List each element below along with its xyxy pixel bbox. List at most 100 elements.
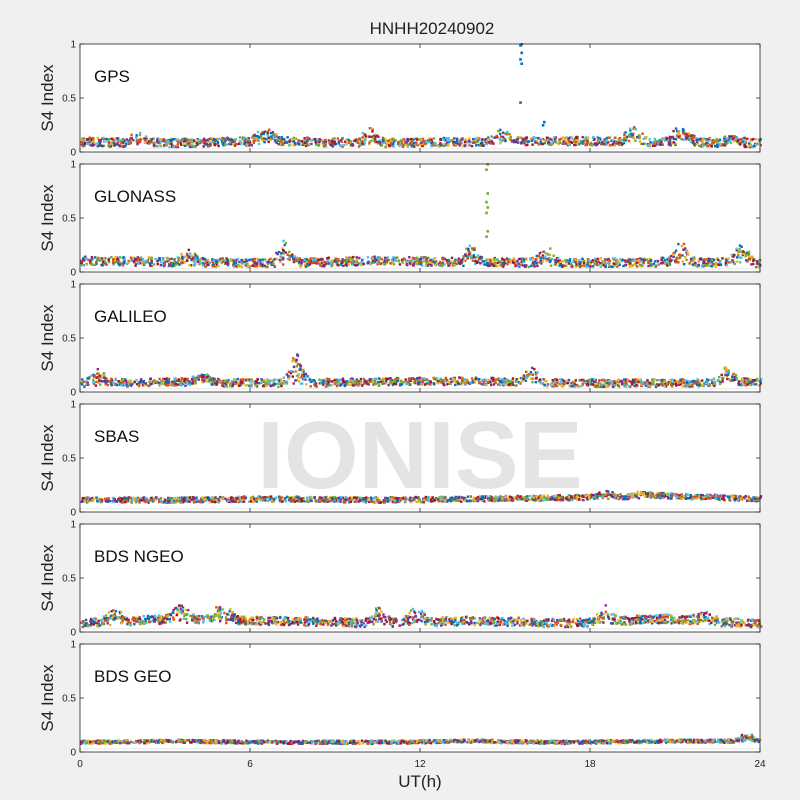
data-point (427, 379, 431, 383)
data-point (80, 143, 83, 146)
data-point (105, 377, 108, 380)
data-point (674, 249, 678, 252)
data-point (725, 368, 728, 371)
data-point (486, 261, 489, 265)
data-point (493, 260, 496, 263)
data-point (531, 366, 534, 370)
data-point (186, 143, 189, 147)
data-point (461, 257, 465, 261)
data-point (204, 261, 208, 265)
data-point (735, 378, 739, 381)
data-point (377, 260, 381, 263)
data-point (164, 141, 167, 145)
data-point (740, 256, 743, 260)
data-point (711, 381, 714, 384)
data-point (682, 381, 685, 385)
data-point (589, 261, 593, 264)
data-point (736, 140, 740, 143)
data-point (589, 383, 592, 386)
data-point (83, 138, 87, 141)
data-point (406, 137, 409, 141)
data-point (182, 382, 185, 385)
data-point (675, 384, 678, 387)
data-point (458, 259, 462, 262)
data-point (375, 258, 378, 262)
data-point (139, 138, 142, 141)
data-point (466, 257, 469, 260)
data-point (354, 379, 357, 382)
data-point (587, 379, 590, 382)
data-point (278, 382, 282, 385)
data-point (601, 142, 604, 145)
data-point (362, 140, 365, 144)
data-point (355, 258, 359, 261)
data-point (478, 257, 481, 260)
data-point (99, 259, 103, 262)
data-point (457, 257, 461, 260)
data-point (714, 262, 717, 266)
data-point (245, 379, 248, 382)
data-point (260, 138, 264, 141)
data-point (149, 137, 152, 141)
data-point (232, 258, 235, 262)
data-point (470, 377, 474, 380)
data-point (672, 137, 676, 140)
data-point (627, 139, 631, 143)
data-point (112, 258, 115, 261)
data-point (81, 137, 84, 140)
data-point (347, 263, 351, 266)
data-point (424, 264, 427, 267)
data-point (629, 380, 632, 384)
data-point (88, 136, 91, 139)
data-point (634, 139, 637, 142)
data-point (574, 265, 577, 268)
data-point (394, 256, 397, 260)
data-point (535, 140, 538, 143)
data-point (562, 380, 566, 383)
data-point (619, 258, 622, 261)
data-point (484, 141, 488, 144)
data-point (454, 383, 457, 387)
data-point (375, 134, 378, 137)
data-point (628, 379, 631, 383)
data-point (118, 145, 122, 148)
data-point (214, 258, 217, 262)
data-point (102, 136, 105, 140)
data-point (735, 260, 739, 263)
data-point (666, 260, 669, 264)
data-point (261, 260, 264, 263)
data-point (486, 380, 490, 384)
data-point (117, 380, 120, 383)
data-point (359, 377, 363, 381)
data-point (237, 142, 240, 145)
data-point (104, 376, 107, 380)
data-point (321, 383, 325, 386)
data-point (546, 497, 549, 500)
data-point (654, 265, 657, 268)
data-point (731, 378, 734, 382)
data-point (215, 142, 218, 146)
data-point (298, 257, 302, 260)
data-point (191, 380, 195, 383)
data-point (255, 265, 258, 268)
data-point (459, 383, 463, 386)
data-point (441, 261, 445, 264)
data-point (421, 143, 424, 146)
data-point (442, 383, 445, 386)
data-point (324, 143, 327, 146)
data-point (397, 141, 400, 144)
data-point (700, 384, 703, 387)
data-point (478, 378, 481, 381)
data-point (126, 385, 130, 388)
data-point (432, 260, 436, 264)
data-point (233, 378, 236, 381)
data-point (151, 138, 154, 141)
chart-title: HNHH20240902 (370, 19, 495, 38)
data-point (542, 257, 545, 260)
data-point (465, 247, 468, 250)
data-point (95, 380, 98, 384)
data-point (434, 142, 437, 145)
data-point (284, 140, 287, 143)
data-point (351, 384, 355, 387)
data-point (746, 377, 749, 380)
